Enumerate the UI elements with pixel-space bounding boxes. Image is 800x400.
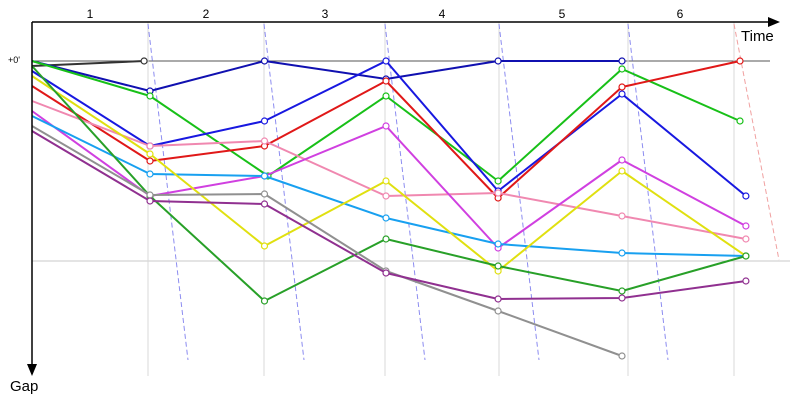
lap-number-label: 5	[559, 7, 566, 21]
driver-gap-point	[618, 156, 626, 164]
driver-gap-point	[140, 57, 148, 65]
lap-boundary-dashed	[263, 23, 305, 361]
driver-gap-point	[742, 235, 750, 243]
driver-gap-point	[382, 177, 390, 185]
lap-boundary-dashed	[384, 23, 426, 361]
driver-gap-point	[146, 142, 154, 150]
driver-gap-point	[382, 214, 390, 222]
driver-gap-point	[618, 249, 626, 257]
driver-gap-point	[618, 167, 626, 175]
driver-gap-line	[31, 125, 623, 357]
lap-number-label: 2	[203, 7, 210, 21]
driver-gap-point	[494, 295, 502, 303]
driver-gap-point	[618, 57, 626, 65]
driver-gap-point	[260, 117, 269, 125]
driver-gap-point	[494, 57, 502, 65]
driver-gap-point	[382, 235, 390, 243]
driver-gap-point	[382, 192, 390, 200]
driver-gap-point	[146, 157, 154, 165]
driver-gap-point	[742, 192, 750, 200]
driver-gap-point	[260, 172, 269, 180]
driver-gap-point	[494, 189, 502, 197]
driver-gap-point	[260, 190, 269, 198]
axes: Time Gap +0'	[8, 17, 780, 395]
driver-gap-point	[618, 83, 626, 91]
driver-gap-point	[494, 240, 502, 248]
driver-gap-point	[146, 197, 154, 205]
zero-gap-label: +0'	[8, 55, 20, 65]
driver-gap-point	[494, 307, 502, 315]
y-axis-arrow	[27, 364, 37, 376]
driver-gap-point	[382, 122, 390, 130]
driver-gap-point	[382, 269, 390, 277]
lap-boundary-lines	[147, 22, 780, 376]
driver-gap-point	[146, 170, 154, 178]
driver-series-group	[31, 110, 750, 252]
driver-gap-point	[146, 150, 154, 158]
driver-gap-point	[742, 277, 750, 285]
driver-series-group	[31, 57, 626, 95]
driver-gap-point	[146, 191, 154, 199]
y-axis-label: Gap	[10, 378, 38, 395]
lap-number-label: 3	[322, 7, 329, 21]
driver-gap-point	[260, 137, 269, 145]
driver-gap-point	[618, 212, 626, 220]
driver-gap-point	[260, 200, 269, 208]
driver-gap-point	[260, 242, 269, 250]
lap-number-labels: 1 2 3 4 5 6	[87, 7, 684, 21]
driver-gap-point	[736, 117, 744, 125]
driver-gap-point	[382, 92, 390, 100]
driver-series	[31, 57, 750, 360]
driver-gap-point	[260, 57, 269, 65]
lap-boundary-dashed	[498, 23, 540, 361]
grid-lines	[32, 60, 790, 262]
driver-gap-point	[618, 294, 626, 302]
driver-gap-line	[31, 115, 746, 257]
lap-number-label: 1	[87, 7, 94, 21]
x-axis-label: Time	[741, 28, 774, 45]
driver-gap-point	[382, 57, 390, 65]
driver-gap-point	[494, 262, 502, 270]
driver-gap-point	[618, 65, 626, 73]
driver-gap-point	[382, 77, 390, 85]
lap-boundary-dashed	[627, 23, 669, 361]
driver-gap-point	[494, 177, 502, 185]
driver-gap-point	[742, 252, 750, 260]
driver-gap-point	[736, 57, 744, 65]
driver-series-group	[31, 100, 750, 243]
lap-number-label: 6	[677, 7, 684, 21]
driver-gap-point	[146, 92, 154, 100]
driver-gap-line	[31, 75, 747, 272]
driver-series-group	[31, 75, 750, 275]
lap-number-label: 4	[439, 7, 446, 21]
driver-gap-line	[31, 60, 622, 92]
driver-gap-point	[260, 297, 269, 305]
driver-series-group	[31, 130, 750, 303]
driver-gap-point	[618, 90, 626, 98]
driver-gap-point	[618, 352, 626, 360]
driver-gap-point	[742, 222, 750, 230]
x-axis-arrow	[768, 17, 780, 27]
driver-gap-point	[618, 287, 626, 295]
